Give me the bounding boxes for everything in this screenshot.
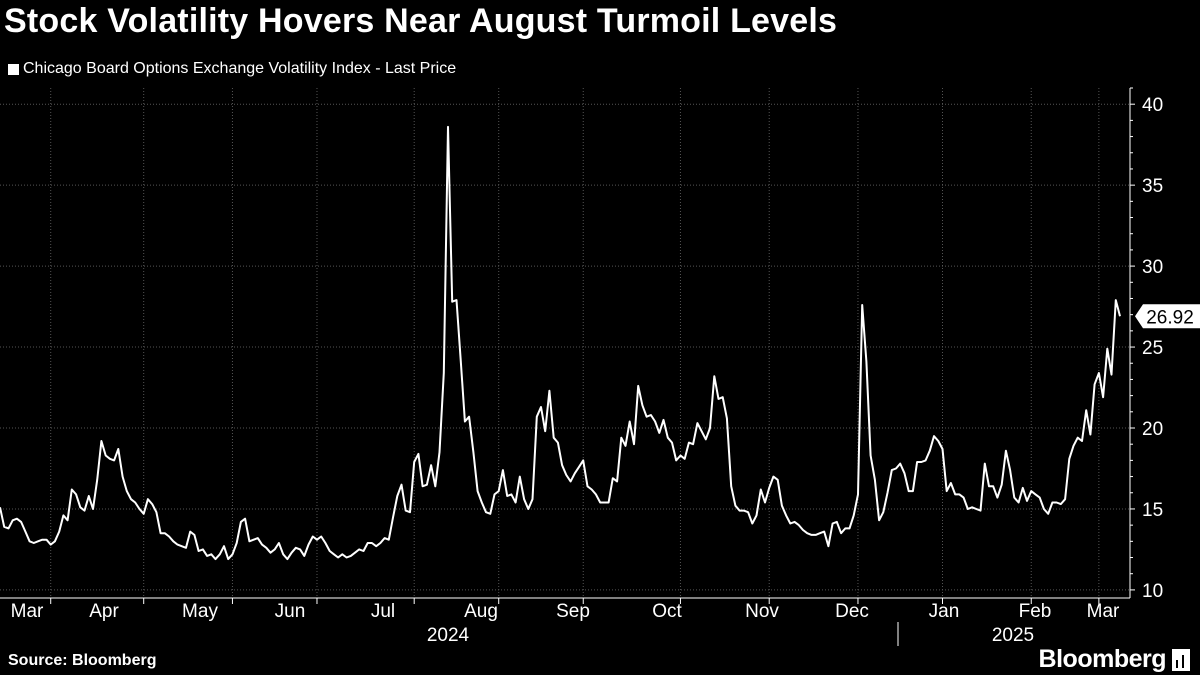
bar-chart-icon <box>1172 648 1190 671</box>
x-tick-label: Mar <box>1087 601 1120 622</box>
x-tick-label: Sep <box>556 601 590 622</box>
legend: Chicago Board Options Exchange Volatilit… <box>8 60 456 78</box>
y-tick-label: 15 <box>1142 500 1163 521</box>
x-tick-label: Nov <box>745 601 779 622</box>
x-tick-label: Feb <box>1019 601 1052 622</box>
legend-label: Chicago Board Options Exchange Volatilit… <box>23 60 457 77</box>
y-tick-label: 20 <box>1142 419 1163 440</box>
grid <box>0 88 1130 598</box>
x-tick-label: Dec <box>835 601 869 622</box>
last-value-label: 26.92 <box>1146 307 1194 328</box>
source-note: Source: Bloomberg <box>8 652 157 669</box>
y-tick-label: 35 <box>1142 176 1163 197</box>
last-value-flag <box>1135 304 1200 329</box>
y-tick-label: 10 <box>1142 581 1163 602</box>
series <box>0 125 1121 561</box>
x-tick-label: Oct <box>652 601 682 622</box>
y-tick-label: 40 <box>1142 95 1163 116</box>
x-tick-label: Jul <box>371 601 395 622</box>
x-tick-label: Jun <box>275 601 306 622</box>
x-tick-label: Mar <box>11 601 44 622</box>
x-tick-label: Apr <box>89 601 119 622</box>
x-tick-label: May <box>182 601 218 622</box>
year-label: 2024 <box>427 625 470 646</box>
x-tick-label: Jan <box>929 601 960 622</box>
chart-title: Stock Volatility Hovers Near August Turm… <box>4 2 838 40</box>
y-tick-label: 25 <box>1142 338 1163 359</box>
y-tick-label: 30 <box>1142 257 1163 278</box>
brand-logo: Bloomberg <box>1039 645 1190 674</box>
legend-swatch <box>8 63 19 75</box>
year-label: 2025 <box>992 625 1034 646</box>
vix-series-line <box>0 125 1121 561</box>
brand-name: Bloomberg <box>1038 645 1167 673</box>
x-tick-label: Aug <box>464 601 498 622</box>
